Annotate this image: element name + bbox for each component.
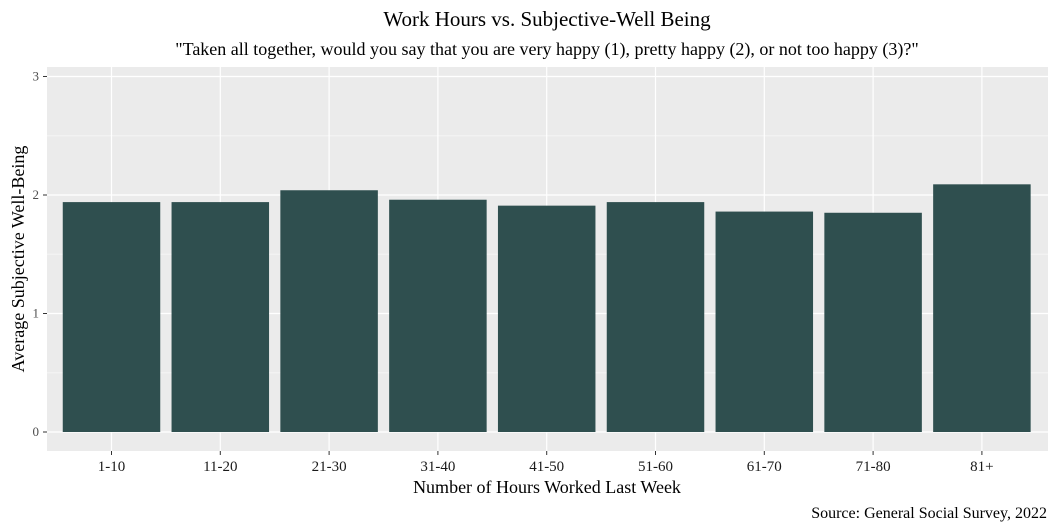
bars: [62, 184, 1031, 432]
chart-title: Work Hours vs. Subjective-Well Being: [383, 7, 711, 31]
x-tick-label: 11-20: [203, 459, 237, 475]
x-tick-label: 31-40: [420, 459, 455, 475]
x-tick-label: 1-10: [98, 459, 126, 475]
x-tick-label: 41-50: [529, 459, 564, 475]
bar-81+: [933, 184, 1031, 432]
y-tick-label: 3: [33, 68, 40, 83]
chart-caption: Source: General Social Survey, 2022: [811, 505, 1047, 522]
bar-11-20: [171, 202, 270, 432]
x-tick-label: 81+: [970, 459, 993, 475]
bar-61-70: [715, 211, 814, 432]
bar-31-40: [389, 199, 487, 432]
bar-21-30: [280, 190, 378, 432]
bar-71-80: [824, 212, 922, 432]
chart-subtitle: "Taken all together, would you say that …: [175, 39, 919, 60]
bar-41-50: [497, 205, 596, 432]
x-tick-label: 61-70: [747, 459, 782, 475]
x-tick-label: 51-60: [638, 459, 673, 475]
bar-51-60: [606, 202, 705, 432]
y-tick-label: 1: [33, 305, 40, 320]
x-axis-title: Number of Hours Worked Last Week: [413, 477, 681, 497]
y-tick-label: 2: [33, 187, 40, 202]
y-tick-label: 0: [33, 424, 40, 439]
bar-1-10: [62, 202, 161, 432]
x-axis-ticks: 1-10 11-20 21-30 31-40 41-50 51-60 61-70 71-80 8…: [98, 451, 994, 475]
y-axis-ticks: 0 1 2 3: [33, 68, 47, 439]
x-tick-label: 71-80: [856, 459, 891, 475]
y-axis-title: Average Subjective Well-Being: [8, 146, 28, 373]
x-tick-label: 21-30: [312, 459, 347, 475]
